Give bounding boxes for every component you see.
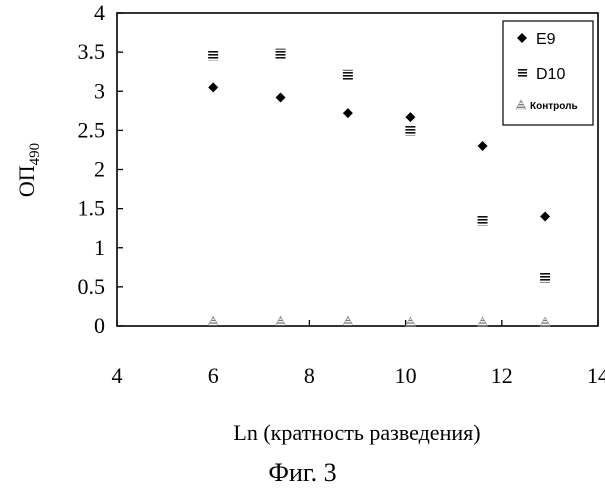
y-tick-label: 2: [94, 157, 105, 182]
y-axis-label: ОП490: [14, 143, 43, 197]
point-d10: [405, 125, 415, 135]
y-axis-label-subscript: 490: [27, 143, 43, 166]
x-tick-label: 6: [208, 363, 219, 388]
x-tick-label: 4: [112, 363, 123, 388]
x-axis-label: Ln (кратность разведения): [233, 420, 480, 445]
legend: E9 D10 Контроль: [503, 21, 593, 125]
figure-caption: Фиг. 3: [0, 458, 605, 488]
x-tick-label: 10: [395, 363, 417, 388]
y-tick-label: 4: [94, 0, 105, 25]
legend-marker-d10: [518, 68, 527, 77]
legend-label-d10: D10: [536, 66, 565, 83]
y-tick-label: 3.5: [78, 39, 106, 64]
y-axis: 0 0.5 1 1.5 2 2.5 3 3.5 4: [78, 0, 124, 338]
y-tick-label: 0: [94, 313, 105, 338]
point-d10: [478, 215, 488, 225]
y-tick-label: 1.5: [78, 196, 106, 221]
x-tick-label: 14: [587, 363, 605, 388]
point-d10: [343, 70, 353, 80]
x-tick-label: 8: [304, 363, 315, 388]
point-d10: [276, 49, 286, 59]
legend-label-e9: E9: [536, 31, 556, 48]
y-axis-label-main: ОП: [14, 165, 39, 197]
x-tick-label: 12: [491, 363, 513, 388]
y-tick-label: 0.5: [78, 274, 106, 299]
legend-label-control: Контроль: [530, 101, 578, 112]
y-tick-label: 2.5: [78, 117, 106, 142]
y-tick-label: 1: [94, 235, 105, 260]
x-axis: 4 6 8 10 12 14: [112, 320, 605, 388]
point-d10: [540, 272, 550, 282]
point-d10: [208, 50, 218, 60]
y-tick-label: 3: [94, 78, 105, 103]
